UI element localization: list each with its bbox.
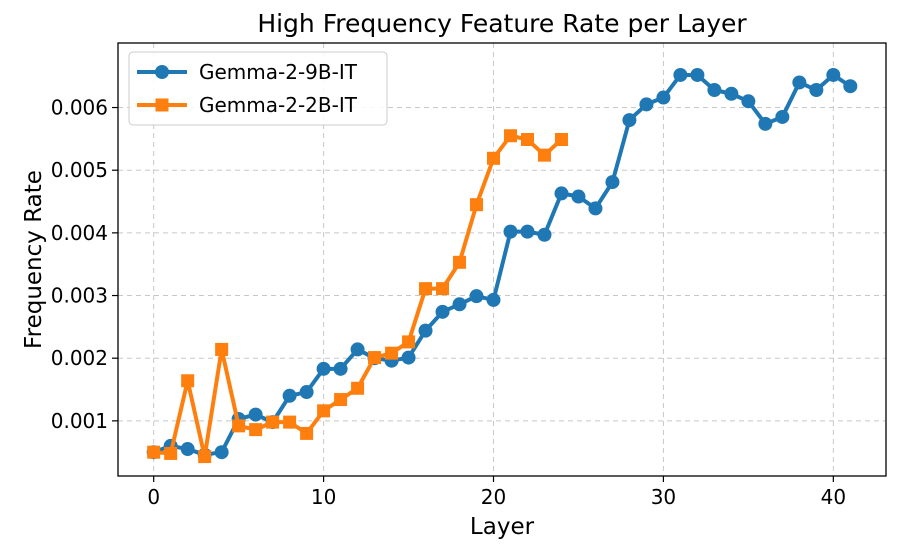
data-point [724,86,739,101]
data-point [232,419,246,433]
data-point [334,393,348,407]
data-point [452,297,467,312]
data-point [401,350,416,365]
data-series [146,67,858,464]
legend-item: Gemma-2-2B-IT [137,93,358,117]
data-point [215,342,229,356]
legend-item: Gemma-2-9B-IT [137,60,358,84]
data-point [248,407,263,422]
data-point [554,186,569,201]
x-tick-label: 40 [821,485,846,509]
x-tick-label: 10 [311,485,336,509]
data-point [826,67,841,82]
legend-box [128,51,388,126]
data-point [453,255,467,269]
data-point [758,116,773,131]
data-point [180,442,195,457]
data-point [520,133,534,147]
data-point [333,361,348,376]
y-tick-label: 0.004 [51,221,108,245]
data-point [639,97,654,112]
data-point [690,67,705,82]
data-point [198,450,212,464]
data-point [775,109,790,124]
data-point [843,79,858,94]
chart-title: High Frequency Feature Rate per Layer [257,9,747,38]
data-point [486,292,501,307]
x-tick-label: 30 [651,485,676,509]
legend-swatch-marker [155,65,169,79]
data-point [368,351,382,365]
data-point [436,282,450,296]
data-point [537,148,551,162]
y-tick-label: 0.005 [51,158,108,182]
data-point [181,374,195,388]
y-tick-label: 0.003 [51,284,108,308]
data-point [316,361,331,376]
data-point [605,175,620,190]
data-point [385,346,399,360]
data-point [214,445,229,460]
data-point [554,133,568,147]
data-point [351,381,365,395]
data-point [537,227,552,242]
y-tick-label: 0.002 [51,346,108,370]
data-point [402,335,416,349]
y-tick-label: 0.006 [51,96,108,120]
y-axis-label: Frequency Rate [21,170,47,349]
data-point [622,113,637,128]
data-point [299,385,314,400]
data-point [673,67,688,82]
data-point [418,323,433,338]
data-point [470,198,484,212]
x-tick-label: 20 [481,485,506,509]
data-point [520,224,535,239]
grid-lines [118,43,886,476]
data-point [741,94,756,109]
data-point [503,224,518,239]
data-point [503,129,517,143]
legend-label: Gemma-2-2B-IT [199,93,358,117]
series-gemma-2-2b-it [147,129,568,464]
data-point [656,90,671,105]
data-point [588,201,603,216]
data-point [469,289,484,304]
data-point [164,446,178,460]
data-point [249,423,263,437]
x-tick-label: 0 [147,485,160,509]
x-axis-label: Layer [470,514,535,540]
data-point [350,342,365,357]
legend-swatch-marker [155,98,169,112]
legend: Gemma-2-9B-IT Gemma-2-2B-IT [128,51,388,126]
data-point [707,82,722,97]
data-point [147,445,161,459]
y-tick-label: 0.001 [51,409,108,433]
data-point [792,75,807,90]
data-point [809,82,824,97]
data-point [283,415,297,429]
data-point [419,282,433,296]
data-point [435,304,450,319]
data-point [266,415,280,429]
plot-frame [117,42,887,477]
axis-ticks: 0 10 20 30 40 0.001 0.002 0.003 0.004 0.005 0.006 [51,96,846,509]
data-point [571,189,586,204]
data-point [487,151,501,165]
legend-label: Gemma-2-9B-IT [199,60,358,84]
data-point [300,426,314,440]
data-point [282,388,297,403]
data-point [317,404,331,418]
